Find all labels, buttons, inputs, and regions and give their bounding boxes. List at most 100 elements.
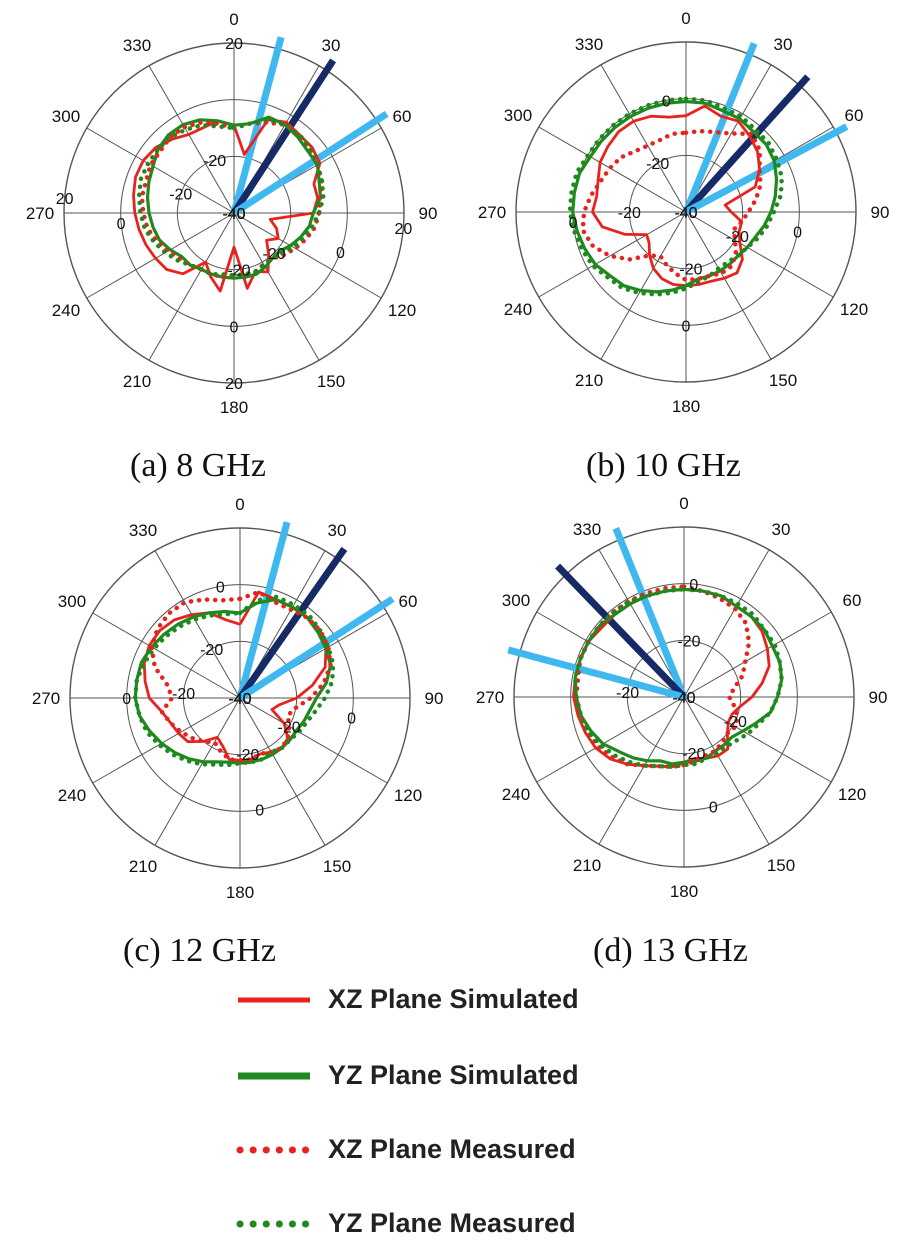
radial-value-label: 0 <box>230 319 239 336</box>
radial-value-label: 0 <box>569 215 578 232</box>
angle-tick-label: 270 <box>476 688 504 707</box>
legend-label-xz-measured: XZ Plane Measured <box>328 1134 576 1164</box>
grid-spoke <box>148 65 235 214</box>
radial-value-label: 0 <box>216 579 225 596</box>
caption-10ghz: (b) 10 GHz <box>586 447 741 484</box>
radial-value-label: 0 <box>709 799 718 816</box>
polar-plot-10ghz: 0 30 60 90 120 150 180 210 240 270 300 330 0 -20 -20 0 -… <box>478 9 890 416</box>
grid-spoke <box>598 696 685 845</box>
angle-tick-label: 90 <box>871 203 890 222</box>
radial-value-label: -20 <box>682 746 705 763</box>
radial-value-label: 0 <box>793 225 802 242</box>
radial-value-label: -40 <box>674 205 697 222</box>
grid-spoke <box>685 64 772 213</box>
legend-item-xz-measured: XZ Plane Measured <box>236 1130 696 1170</box>
grid-spoke <box>600 64 687 213</box>
grid-spoke <box>239 697 326 846</box>
grid-spoke <box>154 697 241 846</box>
grid-spoke <box>683 549 770 698</box>
angle-tick-label: 330 <box>575 35 603 54</box>
legend-label-yz-measured: YZ Plane Measured <box>328 1208 576 1238</box>
legend-label-xz-simulated: XZ Plane Simulated <box>328 984 579 1014</box>
polar-plot-12ghz: 0 30 60 90 120 150 180 210 240 270 300 330 0 -20 -20 0 -… <box>32 495 444 902</box>
grid-spoke <box>536 696 685 783</box>
radial-value-label: -20 <box>200 642 223 659</box>
beam-direction-line <box>682 41 758 214</box>
angle-tick-label: 120 <box>388 301 416 320</box>
angle-tick-label: 0 <box>229 10 238 29</box>
radial-value-label: -40 <box>222 206 245 223</box>
angle-tick-label: 270 <box>478 203 506 222</box>
beam-direction-line <box>236 521 291 699</box>
grid-spoke <box>233 212 382 299</box>
angle-tick-label: 210 <box>573 856 601 875</box>
radial-value-label: 0 <box>662 93 671 110</box>
angle-tick-label: 180 <box>226 883 254 902</box>
angle-tick-label: 150 <box>323 857 351 876</box>
angle-tick-label: 210 <box>129 857 157 876</box>
angle-tick-label: 30 <box>322 36 341 55</box>
yz-plane-measured-curve <box>136 117 326 278</box>
radial-value-label: -20 <box>616 685 639 702</box>
beam-direction-line <box>683 74 811 215</box>
angle-tick-label: 210 <box>123 372 151 391</box>
yz-plane-simulated-curve <box>133 597 333 765</box>
grid-spoke <box>233 212 320 361</box>
grid-spoke <box>92 697 241 784</box>
radial-value-label: -20 <box>618 205 641 222</box>
radial-value-label: 20 <box>56 191 74 208</box>
angle-tick-label: 60 <box>843 591 862 610</box>
radial-value-label: -40 <box>222 206 245 223</box>
yz-plane-measured-curve <box>567 96 785 297</box>
grid-spoke <box>536 611 685 698</box>
grid-spoke <box>685 211 772 360</box>
grid-spoke <box>86 212 235 299</box>
xz-plane-measured-curve <box>149 589 333 763</box>
angle-tick-label: 210 <box>575 371 603 390</box>
grid-spoke <box>154 550 241 699</box>
angle-tick-label: 300 <box>502 591 530 610</box>
radial-value-label: -40 <box>674 205 697 222</box>
radial-value-label: -20 <box>172 686 195 703</box>
radial-value-label: -20 <box>679 261 702 278</box>
angle-tick-label: 240 <box>504 300 532 319</box>
caption-8ghz: (a) 8 GHz <box>130 447 266 484</box>
legend-swatch-yz-measured <box>236 1220 312 1228</box>
angle-tick-label: 240 <box>58 786 86 805</box>
radial-value-label: 0 <box>336 245 345 262</box>
radial-value-label: -20 <box>677 634 700 651</box>
radial-value-label: -20 <box>227 262 250 279</box>
beam-direction-line <box>555 563 687 700</box>
radial-value-label: -40 <box>228 691 251 708</box>
grid-spoke <box>538 126 687 213</box>
angle-tick-label: 150 <box>769 371 797 390</box>
radial-value-label: -40 <box>228 691 251 708</box>
grid-spoke <box>239 697 388 784</box>
beam-direction-line <box>684 123 849 216</box>
radial-value-label: 0 <box>122 691 131 708</box>
angle-tick-label: 180 <box>672 397 700 416</box>
legend-swatch-yz-simulated <box>238 1072 310 1080</box>
beam-direction-line <box>507 646 685 701</box>
radial-value-label: -40 <box>222 206 245 223</box>
angle-tick-label: 90 <box>869 688 888 707</box>
angle-tick-label: 60 <box>399 592 418 611</box>
grid-spoke <box>148 212 235 361</box>
angle-tick-label: 300 <box>52 107 80 126</box>
radial-value-label: -20 <box>278 719 301 736</box>
angle-tick-label: 270 <box>32 689 60 708</box>
angle-tick-label: 30 <box>774 35 793 54</box>
angle-tick-label: 60 <box>845 106 864 125</box>
angle-tick-label: 120 <box>840 300 868 319</box>
caption-12ghz: (c) 12 GHz <box>123 932 276 969</box>
radial-value-label: 0 <box>255 803 264 820</box>
radial-value-label: 0 <box>117 216 126 233</box>
grid-spoke <box>685 211 834 298</box>
radial-value-label: -20 <box>236 747 259 764</box>
radial-value-label: -20 <box>263 246 286 263</box>
grid-spoke <box>683 696 832 783</box>
grid-spoke <box>683 696 770 845</box>
angle-tick-label: 0 <box>681 9 690 28</box>
radial-value-label: 20 <box>394 221 412 238</box>
